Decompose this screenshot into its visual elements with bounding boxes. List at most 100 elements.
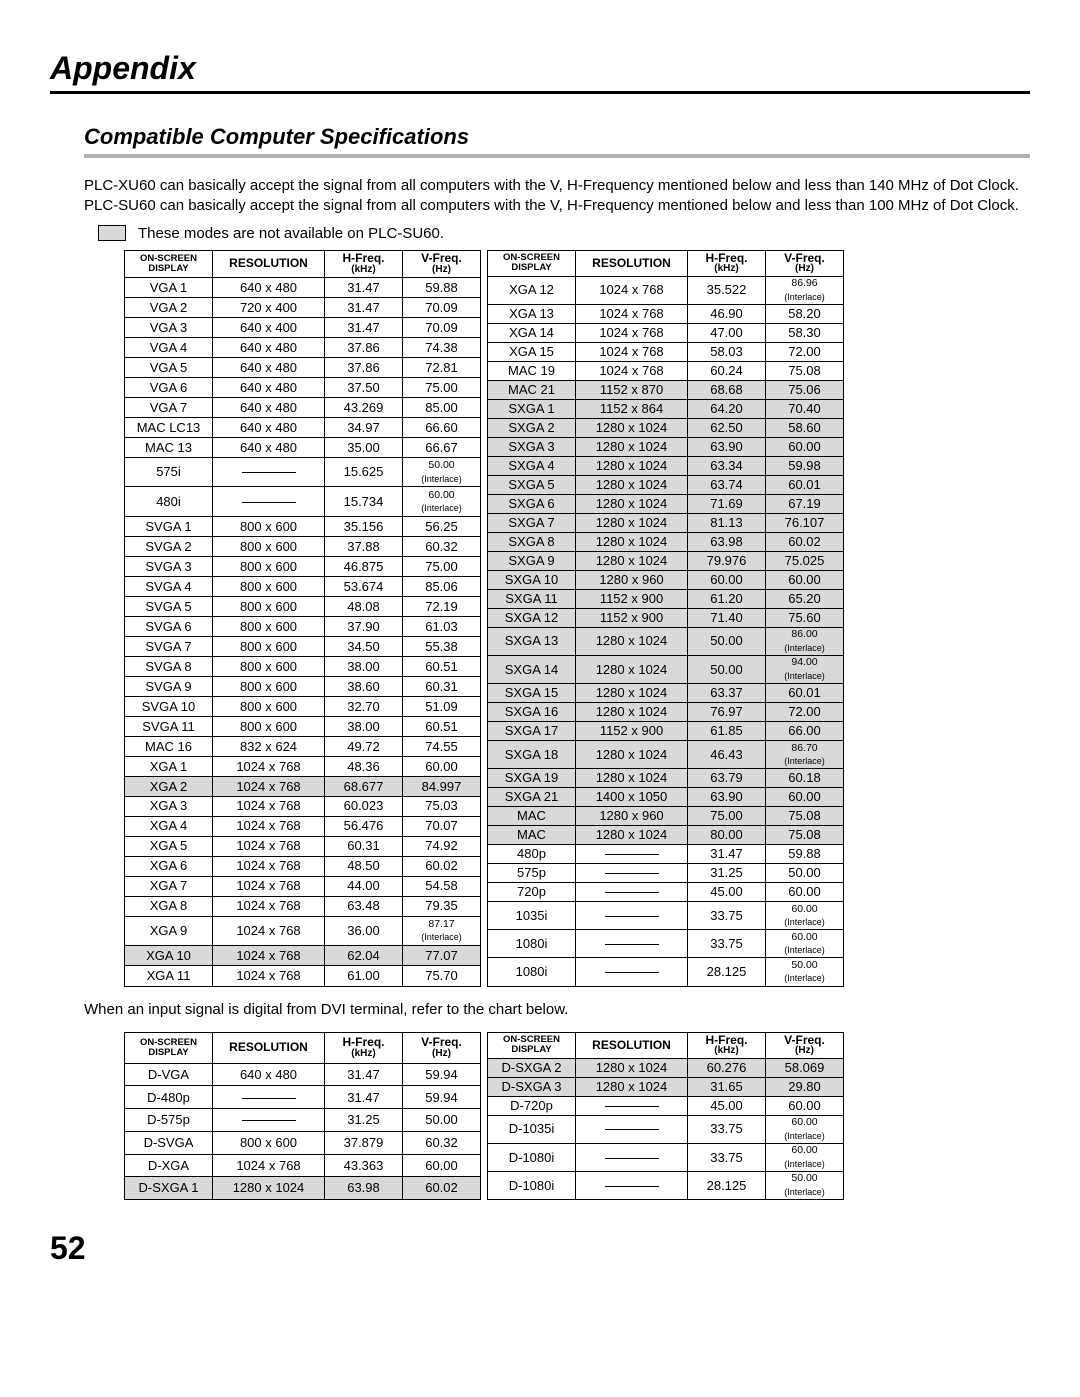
table-cell: 480p [488, 845, 576, 864]
table-cell: 70.09 [403, 297, 481, 317]
legend-text: These modes are not available on PLC-SU6… [138, 225, 444, 242]
table-row: D-1080i28.12550.00(Interlace) [488, 1171, 844, 1199]
table-cell [576, 930, 688, 958]
table-cell: 79.35 [403, 896, 481, 916]
table-cell: 46.875 [325, 557, 403, 577]
table-cell: SXGA 7 [488, 513, 576, 532]
table-cell: 1280 x 1024 [576, 513, 688, 532]
section-title: Compatible Computer Specifications [84, 124, 1030, 150]
table-row: SXGA 121152 x 90071.4075.60 [488, 608, 844, 627]
table-cell: 800 x 600 [213, 596, 325, 616]
table-cell: 640 x 480 [213, 397, 325, 417]
table-cell: 75.70 [403, 966, 481, 986]
table-cell: 71.40 [688, 608, 766, 627]
table-cell: SXGA 12 [488, 608, 576, 627]
table-cell: 1280 x 1024 [576, 494, 688, 513]
table-cell: 50.00(Interlace) [403, 457, 481, 487]
table-cell: 66.67 [403, 437, 481, 457]
table-cell: 80.00 [688, 826, 766, 845]
table-cell: 66.60 [403, 417, 481, 437]
table-row: 480i15.73460.00(Interlace) [125, 487, 481, 517]
table-cell: 50.00(Interlace) [766, 1171, 844, 1199]
table-cell: 87.17(Interlace) [403, 916, 481, 946]
table-cell [576, 1143, 688, 1171]
table-row: XGA 71024 x 76844.0054.58 [125, 876, 481, 896]
table-cell [576, 958, 688, 986]
table-cell: 56.25 [403, 517, 481, 537]
table-row: MAC1280 x 96075.0075.08 [488, 807, 844, 826]
table-cell: 64.20 [688, 399, 766, 418]
table-cell: VGA 2 [125, 297, 213, 317]
table-row: 575i15.62550.00(Interlace) [125, 457, 481, 487]
table-cell: XGA 1 [125, 756, 213, 776]
table-row: SXGA 151280 x 102463.3760.01 [488, 684, 844, 703]
table-cell: 86.96(Interlace) [766, 276, 844, 304]
table-cell [576, 864, 688, 883]
table-row: D-1080i33.7560.00(Interlace) [488, 1143, 844, 1171]
table-cell: 85.00 [403, 397, 481, 417]
table-cell: 72.00 [766, 703, 844, 722]
table-row: D-575p31.2550.00 [125, 1109, 481, 1132]
dvi-tables: ON-SCREENDISPLAYRESOLUTIONH-Freq.(kHz)V-… [124, 1032, 1030, 1201]
table-cell: 81.13 [688, 513, 766, 532]
table-cell: 640 x 480 [213, 417, 325, 437]
table-cell: 800 x 600 [213, 676, 325, 696]
table-cell: SXGA 18 [488, 741, 576, 769]
table-cell: 46.43 [688, 741, 766, 769]
table-cell: SVGA 8 [125, 656, 213, 676]
table-row: SXGA 141280 x 102450.0094.00(Interlace) [488, 655, 844, 683]
table-cell: MAC 13 [125, 437, 213, 457]
table-cell: VGA 7 [125, 397, 213, 417]
table-cell: MAC LC13 [125, 417, 213, 437]
spec-table-left: ON-SCREENDISPLAYRESOLUTIONH-Freq.(kHz)V-… [124, 250, 481, 987]
col-resolution: RESOLUTION [213, 1032, 325, 1063]
page-number: 52 [50, 1230, 1030, 1267]
table-cell: 60.31 [403, 676, 481, 696]
table-cell: 60.00 [766, 570, 844, 589]
table-cell: 63.90 [688, 437, 766, 456]
table-cell: SXGA 2 [488, 418, 576, 437]
table-cell: 575p [488, 864, 576, 883]
table-cell: 800 x 600 [213, 716, 325, 736]
table-cell: 31.47 [325, 277, 403, 297]
table-cell: 59.98 [766, 456, 844, 475]
table-cell: SVGA 5 [125, 596, 213, 616]
table-cell: SXGA 6 [488, 494, 576, 513]
table-cell [213, 487, 325, 517]
table-cell: SXGA 17 [488, 722, 576, 741]
table-cell: SXGA 5 [488, 475, 576, 494]
table-cell: 1024 x 768 [576, 323, 688, 342]
table-cell: D-1080i [488, 1171, 576, 1199]
table-row: VGA 3640 x 40031.4770.09 [125, 317, 481, 337]
table-cell: 1035i [488, 902, 576, 930]
table-row: D-SXGA 11280 x 102463.9860.02 [125, 1177, 481, 1200]
table-cell: 60.023 [325, 796, 403, 816]
table-cell: XGA 6 [125, 856, 213, 876]
table-row: SVGA 5800 x 60048.0872.19 [125, 596, 481, 616]
table-cell: SVGA 6 [125, 616, 213, 636]
table-cell: 74.55 [403, 736, 481, 756]
table-cell: 60.00 [688, 570, 766, 589]
table-cell: 63.37 [688, 684, 766, 703]
table-cell: 15.734 [325, 487, 403, 517]
table-cell: 1024 x 768 [213, 966, 325, 986]
table-cell: XGA 4 [125, 816, 213, 836]
table-row: XGA 141024 x 76847.0058.30 [488, 323, 844, 342]
table-cell: 60.00(Interlace) [403, 487, 481, 517]
table-cell: 37.86 [325, 357, 403, 377]
table-row: SXGA 61280 x 102471.6967.19 [488, 494, 844, 513]
table-cell: 1024 x 768 [213, 856, 325, 876]
table-cell: 76.107 [766, 513, 844, 532]
table-row: 575p31.2550.00 [488, 864, 844, 883]
table-cell: MAC [488, 807, 576, 826]
table-cell: 38.00 [325, 656, 403, 676]
table-cell: 1152 x 870 [576, 380, 688, 399]
table-cell: SXGA 4 [488, 456, 576, 475]
table-cell: 75.08 [766, 826, 844, 845]
table-cell: 1280 x 1024 [576, 655, 688, 683]
table-cell: 43.269 [325, 397, 403, 417]
table-cell: 75.08 [766, 361, 844, 380]
table-cell: 74.92 [403, 836, 481, 856]
table-cell: 51.09 [403, 696, 481, 716]
table-row: SXGA 211400 x 105063.9060.00 [488, 788, 844, 807]
